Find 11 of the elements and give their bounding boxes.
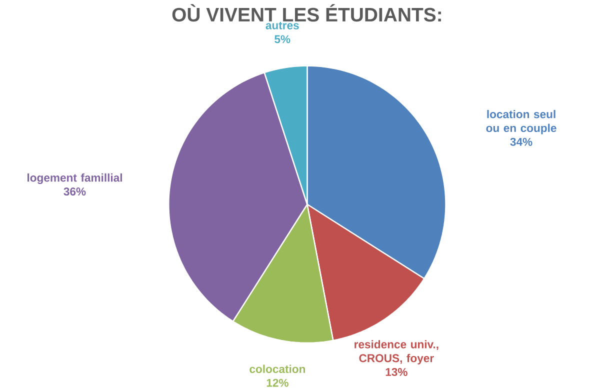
slice-label: autres (266, 22, 299, 30)
data-label: 5% (274, 35, 290, 44)
chart-title: OÙ VIVENT LES ÉTUDIANTS: (172, 4, 441, 22)
slice-label: logement famillial (28, 173, 122, 184)
data-label: 34% (510, 138, 532, 146)
slice-label: residence univ., CROUS, foyer (354, 340, 438, 364)
data-label: 12% (266, 378, 288, 387)
slice-label: location seul ou en couple (486, 110, 556, 134)
data-label: 36% (64, 188, 86, 196)
data-label: 13% (386, 368, 408, 376)
slice-label: colocation (250, 364, 305, 374)
